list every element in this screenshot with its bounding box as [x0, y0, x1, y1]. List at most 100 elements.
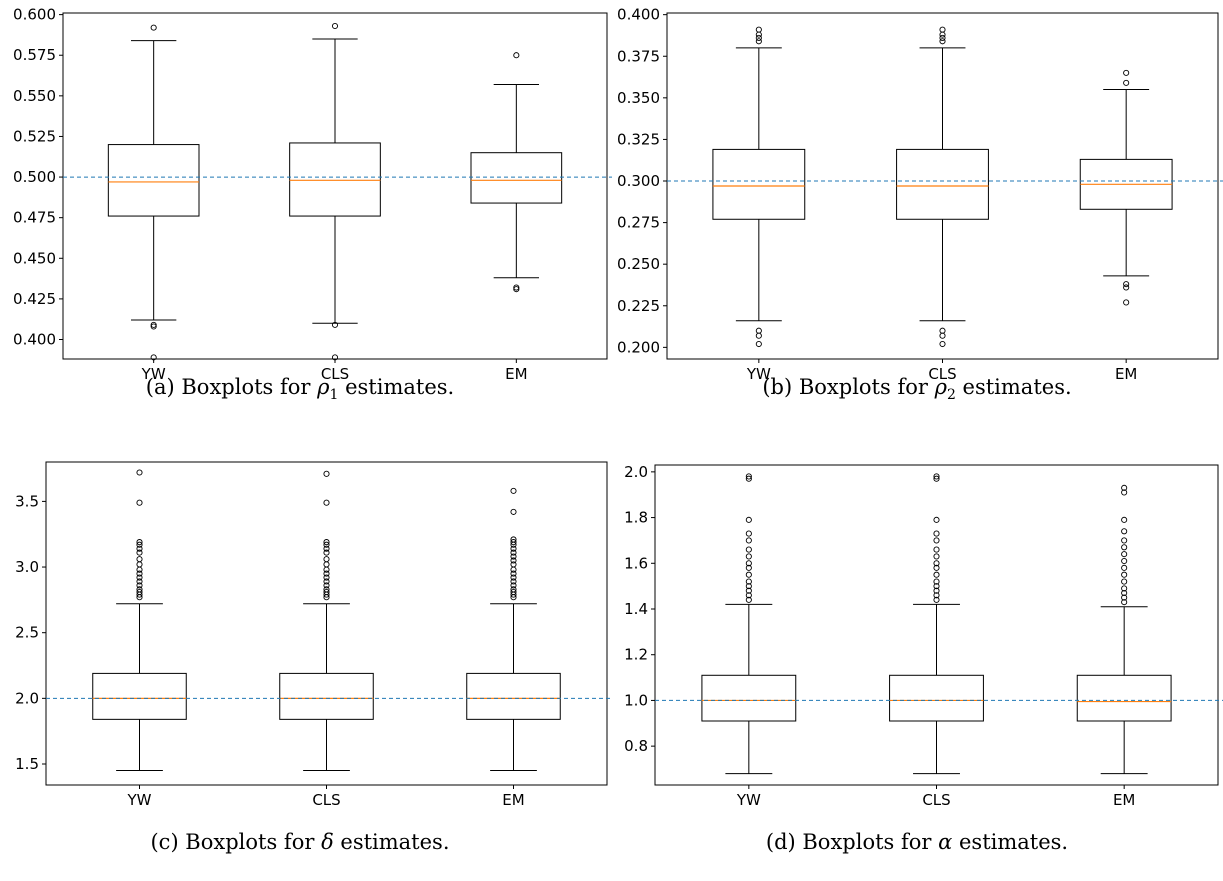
iqr-box — [289, 142, 381, 217]
outlier-point — [1121, 551, 1128, 558]
y-tick-label: 1.4 — [624, 600, 648, 618]
outlier-point — [1121, 557, 1128, 565]
outlier-point — [1121, 484, 1128, 491]
outlier-point — [136, 578, 143, 585]
outlier-point — [323, 499, 330, 506]
outlier-point — [745, 546, 752, 553]
x-tick-label: YW — [127, 791, 152, 809]
boxplot-delta: 1.5 2.0 2.5 3.0 3.5 YW CLS EM — [15, 461, 612, 809]
y-tick-label: 0.525 — [13, 127, 56, 145]
outlier-point — [745, 564, 752, 571]
outlier-point — [513, 286, 520, 293]
outlier-point — [1121, 564, 1128, 571]
outlier-point — [331, 321, 339, 328]
outlier-point — [933, 475, 940, 482]
iqr-box — [1076, 674, 1172, 722]
outlier-point — [745, 475, 752, 482]
outlier-point — [745, 571, 752, 578]
caption-a: (a) Boxplots for ρ1 estimates. — [145, 375, 455, 404]
y-tick-label: 0.8 — [624, 737, 648, 755]
outlier-point — [323, 556, 330, 563]
y-tick-label: 0.550 — [13, 87, 56, 105]
caption-b: (b) Boxplots for ρ2 estimates. — [762, 375, 1072, 404]
outlier-point — [745, 592, 752, 599]
chart-panel-d: 0.8 1.0 1.2 1.4 1.6 1.8 2.0 YW CLS EM (d) Boxplot… — [612, 440, 1223, 881]
outlier-point — [745, 587, 752, 594]
outlier-point — [1121, 599, 1128, 606]
iqr-box — [107, 144, 200, 217]
y-tick-label: 0.375 — [617, 47, 660, 65]
outlier-point — [939, 340, 946, 348]
outlier-point — [136, 499, 143, 506]
y-tick-label: 1.2 — [624, 646, 648, 664]
outlier-point — [933, 564, 940, 571]
outlier-point — [136, 545, 143, 552]
x-tick-label: EM — [502, 791, 524, 809]
x-tick-label: CLS — [922, 791, 950, 809]
outlier-point — [136, 566, 143, 573]
outlier-point — [136, 586, 143, 593]
y-tick-label: 0.575 — [13, 46, 56, 64]
iqr-box — [701, 674, 797, 722]
outlier-point — [323, 470, 330, 477]
outlier-point — [136, 541, 143, 548]
outlier-point — [1123, 284, 1130, 291]
outlier-point — [513, 52, 520, 59]
outlier-point — [510, 539, 517, 546]
outlier-point — [510, 588, 517, 596]
outlier-point — [1123, 281, 1130, 288]
outlier-point — [510, 561, 517, 568]
outlier-point — [510, 553, 517, 560]
outlier-point — [745, 537, 752, 544]
outlier-point — [323, 541, 330, 548]
y-tick-label: 0.500 — [13, 168, 56, 186]
y-tick-label: 3.5 — [15, 492, 39, 510]
y-tick-label: 2.0 — [624, 463, 648, 481]
outlier-point — [745, 473, 752, 480]
outlier-point — [136, 570, 143, 577]
outlier-point — [933, 587, 940, 594]
x-tick-label: YW — [141, 365, 166, 383]
outlier-point — [933, 596, 940, 603]
y-tick-label: 0.350 — [617, 89, 660, 107]
outlier-point — [136, 561, 143, 568]
outlier-point — [933, 553, 940, 560]
outlier-point — [150, 321, 157, 328]
outlier-point — [1121, 544, 1128, 551]
outlier-point — [323, 588, 330, 596]
boxplot-rho2: 0.200 0.225 0.250 0.275 0.300 0.325 0.350 0.375… — [617, 6, 1223, 383]
outlier-point — [510, 545, 517, 552]
outlier-point — [933, 583, 940, 590]
outlier-point — [939, 26, 946, 33]
y-tick-label: 0.475 — [13, 209, 56, 227]
y-tick-label: 0.450 — [13, 249, 56, 267]
outlier-point — [939, 327, 946, 334]
x-tick-label: YW — [746, 365, 771, 383]
chart-panel-c: 1.5 2.0 2.5 3.0 3.5 YW CLS EM (c) Boxplots for … — [0, 440, 612, 881]
outlier-point — [939, 31, 946, 38]
outlier-point — [933, 546, 940, 553]
outlier-point — [1121, 489, 1128, 496]
outlier-point — [939, 34, 946, 42]
outlier-point — [136, 574, 143, 581]
outlier-point — [933, 473, 940, 480]
iqr-box — [466, 672, 561, 720]
outlier-point — [755, 327, 762, 334]
outlier-point — [323, 539, 330, 546]
outlier-point — [1121, 516, 1128, 523]
caption-d: (d) Boxplots for α estimates. — [765, 830, 1069, 854]
outlier-point — [136, 549, 143, 556]
outlier-point — [933, 530, 940, 537]
outlier-point — [323, 582, 330, 589]
outlier-point — [510, 586, 517, 593]
outlier-point — [323, 578, 330, 585]
chart-panel-b: 0.200 0.225 0.250 0.275 0.300 0.325 0.350 0.375… — [612, 0, 1223, 440]
outlier-point — [755, 34, 762, 42]
outlier-point — [755, 38, 762, 45]
outlier-point — [933, 571, 940, 578]
outlier-point — [933, 516, 940, 523]
iqr-box — [279, 672, 374, 720]
iqr-box — [896, 148, 989, 220]
outlier-point — [1121, 585, 1128, 592]
y-tick-label: 1.0 — [624, 691, 648, 709]
